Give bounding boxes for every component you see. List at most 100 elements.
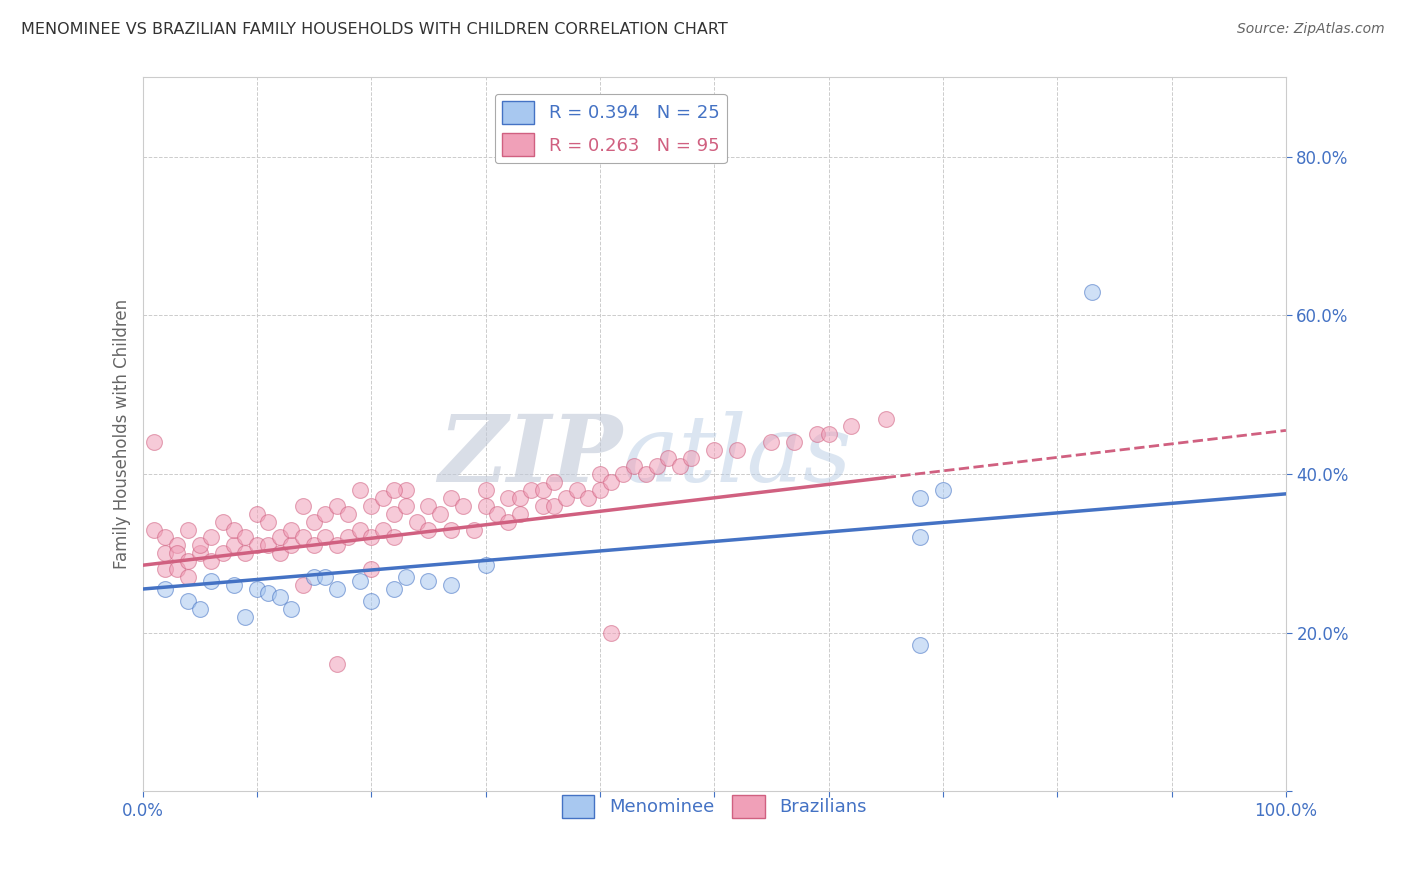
Point	[382, 531, 405, 545]
Point	[394, 499, 416, 513]
Point	[382, 483, 405, 497]
Point	[543, 475, 565, 489]
Point	[349, 523, 371, 537]
Point	[841, 419, 863, 434]
Point	[188, 602, 211, 616]
Point	[166, 546, 188, 560]
Point	[235, 609, 257, 624]
Point	[394, 570, 416, 584]
Point	[246, 582, 269, 596]
Point	[155, 582, 177, 596]
Point	[418, 499, 440, 513]
Point	[269, 590, 291, 604]
Point	[235, 531, 257, 545]
Point	[657, 451, 679, 466]
Point	[520, 483, 543, 497]
Point	[166, 538, 188, 552]
Point	[326, 657, 349, 672]
Point	[337, 507, 360, 521]
Point	[177, 594, 200, 608]
Point	[326, 499, 349, 513]
Point	[246, 538, 269, 552]
Point	[337, 531, 360, 545]
Point	[155, 562, 177, 576]
Point	[382, 582, 405, 596]
Point	[269, 531, 291, 545]
Y-axis label: Family Households with Children: Family Households with Children	[114, 300, 131, 569]
Point	[451, 499, 474, 513]
Point	[302, 515, 325, 529]
Point	[257, 538, 280, 552]
Point	[257, 586, 280, 600]
Point	[314, 507, 336, 521]
Point	[360, 562, 382, 576]
Point	[932, 483, 955, 497]
Point	[681, 451, 703, 466]
Point	[371, 491, 394, 505]
Point	[177, 570, 200, 584]
Point	[485, 507, 508, 521]
Point	[509, 491, 531, 505]
Point	[257, 515, 280, 529]
Point	[908, 491, 931, 505]
Point	[291, 578, 314, 592]
Point	[222, 523, 245, 537]
Point	[155, 531, 177, 545]
Point	[531, 483, 554, 497]
Point	[463, 523, 485, 537]
Point	[440, 523, 463, 537]
Point	[280, 538, 302, 552]
Point	[761, 435, 783, 450]
Point	[600, 625, 623, 640]
Point	[177, 554, 200, 568]
Point	[222, 578, 245, 592]
Point	[200, 554, 222, 568]
Point	[578, 491, 600, 505]
Point	[302, 538, 325, 552]
Point	[200, 574, 222, 588]
Point	[302, 570, 325, 584]
Point	[600, 475, 623, 489]
Point	[406, 515, 429, 529]
Point	[211, 515, 233, 529]
Point	[474, 558, 496, 573]
Point	[349, 574, 371, 588]
Point	[669, 459, 692, 474]
Point	[703, 443, 725, 458]
Point	[235, 546, 257, 560]
Point	[314, 531, 336, 545]
Point	[531, 499, 554, 513]
Point	[360, 594, 382, 608]
Point	[291, 499, 314, 513]
Point	[440, 578, 463, 592]
Point	[418, 574, 440, 588]
Point	[349, 483, 371, 497]
Point	[360, 531, 382, 545]
Point	[509, 507, 531, 521]
Point	[623, 459, 645, 474]
Point	[371, 523, 394, 537]
Point	[498, 515, 520, 529]
Point	[222, 538, 245, 552]
Point	[498, 491, 520, 505]
Point	[200, 531, 222, 545]
Point	[817, 427, 839, 442]
Point	[314, 570, 336, 584]
Point	[474, 483, 496, 497]
Point	[394, 483, 416, 497]
Point	[280, 523, 302, 537]
Point	[188, 538, 211, 552]
Point	[783, 435, 806, 450]
Point	[382, 507, 405, 521]
Text: MENOMINEE VS BRAZILIAN FAMILY HOUSEHOLDS WITH CHILDREN CORRELATION CHART: MENOMINEE VS BRAZILIAN FAMILY HOUSEHOLDS…	[21, 22, 728, 37]
Point	[418, 523, 440, 537]
Point	[554, 491, 576, 505]
Point	[908, 531, 931, 545]
Point	[565, 483, 588, 497]
Point	[1080, 285, 1102, 299]
Point	[612, 467, 634, 481]
Point	[326, 582, 349, 596]
Point	[280, 602, 302, 616]
Point	[326, 538, 349, 552]
Point	[875, 411, 897, 425]
